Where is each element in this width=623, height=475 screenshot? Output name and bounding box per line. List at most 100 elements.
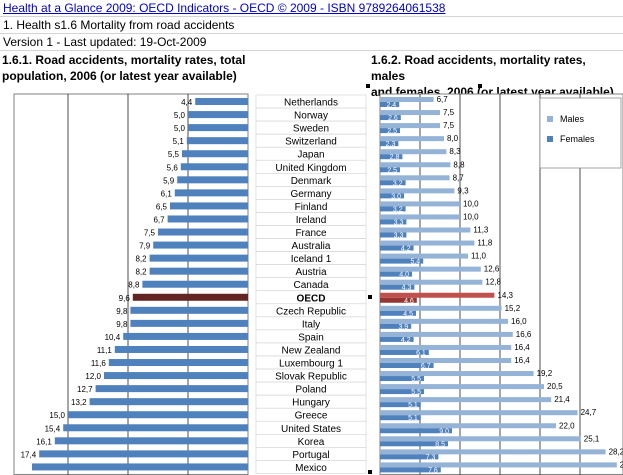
chart2-male-bar — [380, 266, 481, 272]
chart2-male-bar — [380, 384, 544, 390]
chart2-female-label: 2,3 — [386, 141, 396, 148]
chart1-value-label: 12,7 — [77, 385, 93, 394]
chart2-female-bar — [380, 258, 424, 264]
chart2-male-label: 10,0 — [463, 212, 479, 221]
chart2-legend — [539, 97, 622, 169]
chart2-male-label: 12,6 — [484, 265, 500, 274]
category-label: Czech Republic — [276, 306, 346, 317]
chart1-value-label: 15,0 — [49, 411, 65, 420]
chart2-female-bar — [380, 376, 424, 382]
chart2-female-label: 5,1 — [408, 402, 418, 409]
chart2-female-bar — [380, 467, 441, 473]
chart1-bar — [186, 137, 248, 145]
chart2-male-bar — [380, 292, 495, 298]
chart2-male-bar — [380, 123, 440, 129]
category-label: Switzerland — [285, 137, 337, 148]
chart2-female-label: 3,3 — [394, 219, 404, 226]
chart2-female-bar — [380, 180, 406, 186]
category-label: New Zealand — [282, 345, 341, 356]
chart1-bar — [182, 150, 248, 158]
category-label: Poland — [295, 385, 326, 396]
chart2-male-label: 19,2 — [537, 369, 553, 378]
chart2-male-bar — [380, 371, 534, 377]
chart1-bar — [195, 98, 248, 106]
chart1-bar — [177, 176, 248, 184]
legend-swatch-males — [547, 116, 553, 122]
chart2-male-label: 6,7 — [437, 95, 449, 104]
category-label: United States — [281, 424, 341, 435]
chart1-bar — [142, 280, 248, 288]
category-label: Canada — [293, 280, 328, 291]
chart1-value-label: 8,2 — [135, 255, 147, 264]
chart2-male-bar — [380, 397, 552, 403]
chart2-female-bar — [380, 428, 452, 434]
chart2-female-label: 6,1 — [416, 350, 426, 357]
chart2-female-label: 9,0 — [439, 428, 449, 435]
chart1-bar — [114, 345, 248, 353]
selection-handle — [478, 84, 482, 88]
chart2-male-label: 8,8 — [453, 160, 465, 169]
version-row: Version 1 - Last updated: 19-Oct-2009 — [0, 34, 623, 51]
chart1-value-label: 10,4 — [105, 333, 121, 342]
category-label: Italy — [302, 319, 320, 330]
chart1-bar — [174, 189, 248, 197]
category-label: Austria — [295, 267, 327, 278]
category-label: Germany — [290, 189, 331, 200]
chart2-female-bar — [380, 402, 421, 408]
chart1-value-label: 5,5 — [168, 150, 180, 159]
chart2-male-bar — [380, 318, 508, 324]
chart2-male-bar — [380, 97, 434, 102]
chart2-male-bar — [380, 305, 502, 311]
chart2-female-label: 5,4 — [410, 259, 420, 266]
chart2-male-label: 11,0 — [471, 252, 487, 261]
chart1-value-label: 5,0 — [174, 111, 186, 120]
chart2-male-label: 22,0 — [559, 421, 575, 430]
chart2-male-label: 12,8 — [485, 278, 501, 287]
chart2-female-bar — [380, 167, 400, 173]
chart1-bar — [89, 398, 248, 406]
chart1-bar — [39, 450, 249, 458]
chart2-male-bar — [380, 136, 444, 142]
chart1-bar — [188, 124, 248, 132]
chart2-male-label: 16,6 — [516, 330, 532, 339]
chart2-female-label: 4,6 — [404, 298, 414, 305]
chart1-value-label: 17,4 — [21, 450, 37, 459]
chart2-female-label: 2,5 — [387, 128, 397, 135]
version-text: Version 1 - Last updated: 19-Oct-2009 — [3, 35, 207, 49]
chart2-male-label: 28,2 — [609, 447, 623, 456]
chart1-bar — [130, 319, 248, 327]
chart2-male-bar — [380, 149, 447, 155]
chart1-bar — [123, 332, 248, 340]
chart2-female-bar — [380, 323, 412, 329]
chart2-female-bar — [380, 349, 429, 355]
chart1-value-label: 11,6 — [91, 359, 107, 368]
chart2-male-label: 11,3 — [473, 226, 489, 235]
chart2-male-bar — [380, 423, 556, 429]
chart2-female-bar — [380, 415, 421, 421]
chart1-title-line1: 1.6.1. Road accidents, mortality rates, … — [2, 53, 246, 67]
chart2-male-label: 14,3 — [497, 291, 513, 300]
chart2-female-label: 3,0 — [391, 193, 401, 200]
chart2-female-label: 6,7 — [421, 363, 431, 370]
chart2-female-bar — [380, 219, 407, 225]
legend-label-females: Females — [560, 134, 595, 144]
category-cell — [255, 460, 367, 474]
chart2-female-bar — [380, 454, 439, 460]
chart1-bar — [149, 267, 248, 275]
chart1-bar — [158, 228, 248, 236]
chart2-female-label: 5,1 — [408, 415, 418, 422]
chart1-bar — [54, 437, 248, 445]
chart2-female-bar — [380, 193, 404, 199]
category-label: Iceland 1 — [291, 254, 332, 265]
chart2-male-bar — [380, 449, 606, 455]
chart2-male-label: 16,4 — [514, 356, 530, 365]
chart2-female-bar — [380, 232, 407, 238]
category-label: Finland — [295, 202, 328, 213]
chart1-value-label: 16,1 — [36, 437, 52, 446]
chart1-value-label: 8,2 — [135, 268, 147, 277]
publication-link[interactable]: Health at a Glance 2009: OECD Indicators… — [3, 1, 446, 15]
chart1-title-line2: population, 2006 (or latest year availab… — [2, 69, 237, 83]
chart1-value-label: 7,9 — [139, 242, 151, 251]
chart2-female-bar — [380, 284, 415, 290]
chart1-bar — [32, 463, 248, 471]
